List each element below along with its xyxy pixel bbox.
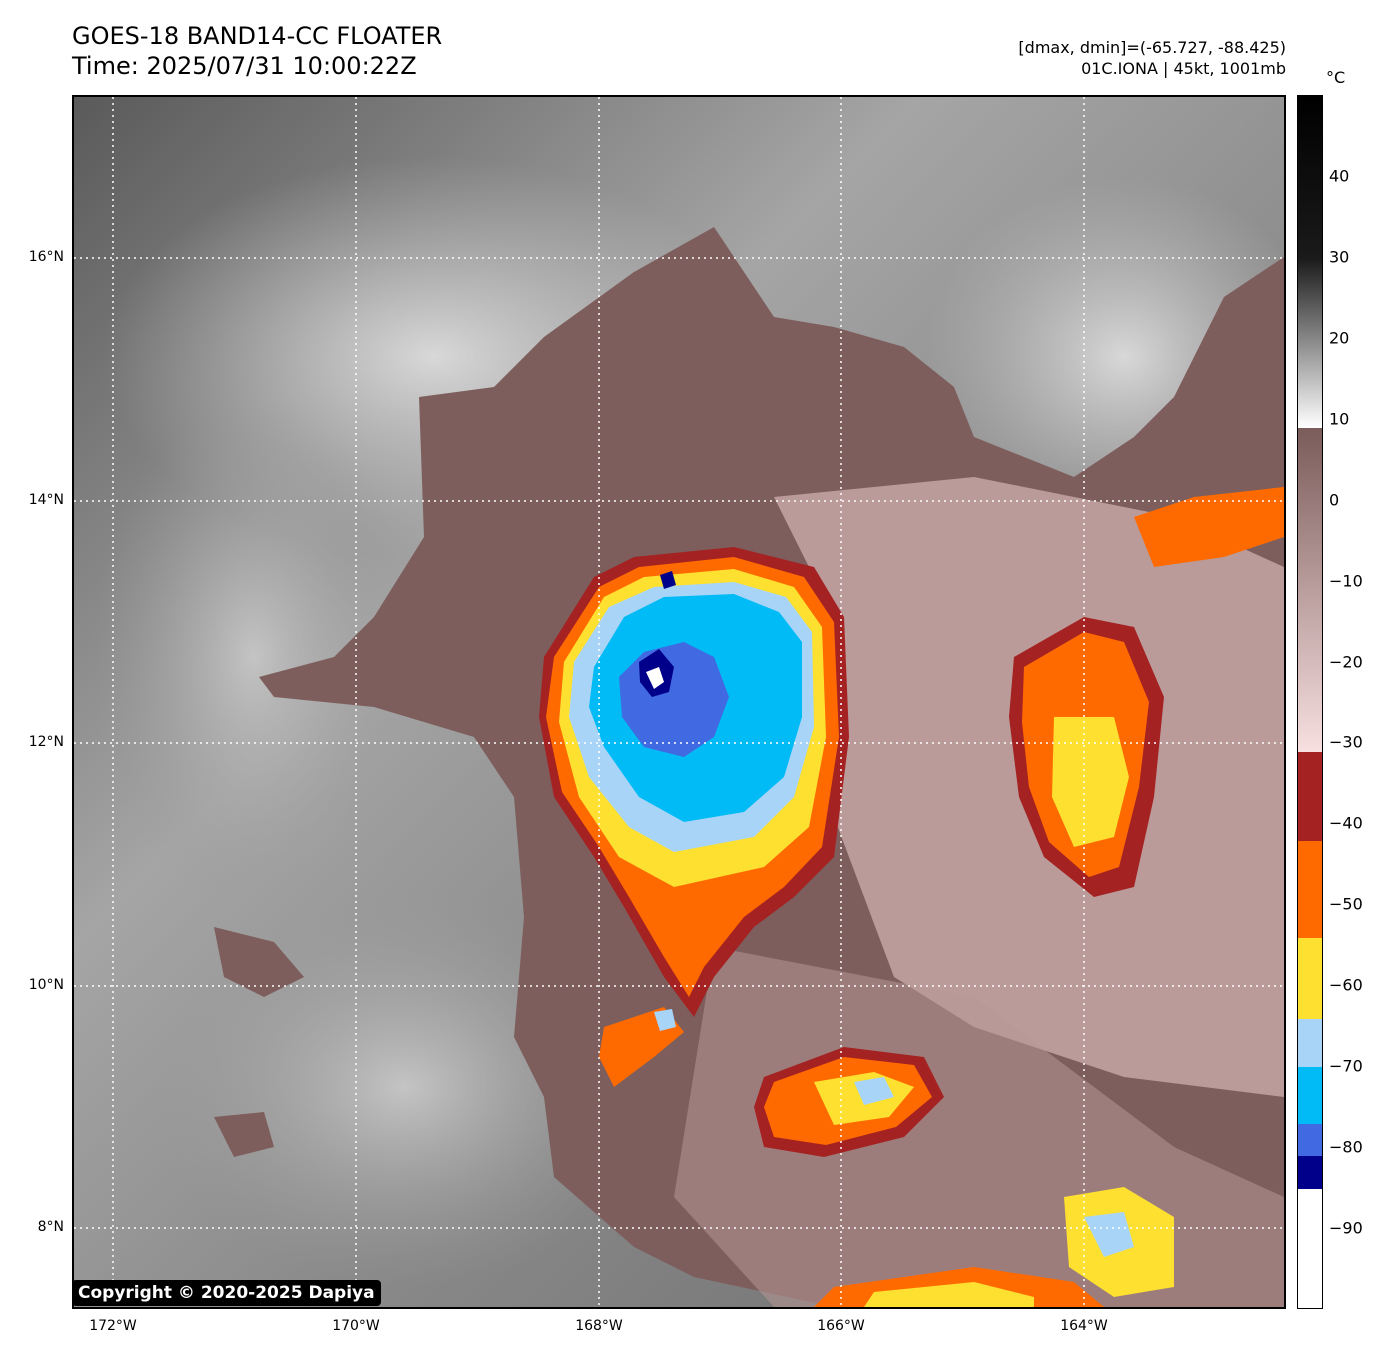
colorbar-band	[1298, 840, 1322, 939]
lon-label-166w: 166°W	[817, 1318, 865, 1334]
colorbar-tick-label: 0	[1329, 490, 1340, 510]
colorbar-band	[1298, 427, 1322, 753]
colorbar-tick-label: 30	[1329, 247, 1350, 267]
colorbar-band	[1298, 937, 1322, 1020]
colorbar-tick-label: 20	[1329, 328, 1350, 348]
lon-label-172w: 172°W	[89, 1318, 137, 1334]
lat-label-12n: 12°N	[28, 734, 64, 750]
lon-label-170w: 170°W	[332, 1318, 380, 1334]
colorbar-tick-label: −40	[1329, 813, 1363, 833]
colorbar-tick-label: −50	[1329, 894, 1363, 914]
colorbar-tick-label: −70	[1329, 1056, 1363, 1076]
lon-label-164w: 164°W	[1060, 1318, 1108, 1334]
colorbar-tick-label: −60	[1329, 975, 1363, 995]
copyright-label: Copyright © 2020-2025 Dapiya	[72, 1280, 381, 1306]
satellite-map[interactable]	[72, 95, 1286, 1309]
lat-label-10n: 10°N	[28, 977, 64, 993]
colorbar-tick-label: 10	[1329, 409, 1350, 429]
colorbar-band	[1298, 96, 1322, 259]
colorbar-band	[1298, 751, 1322, 842]
colorbar-band	[1298, 257, 1322, 429]
colorbar-band	[1298, 1156, 1322, 1190]
colorbar-tick-label: −90	[1329, 1218, 1363, 1238]
colorbar-tick-label: −80	[1329, 1137, 1363, 1157]
colorbar-tick-label: −20	[1329, 652, 1363, 672]
satellite-imagery	[74, 97, 1284, 1307]
colorbar-tick-label: −30	[1329, 732, 1363, 752]
map-title: GOES-18 BAND14-CC FLOATER	[72, 22, 443, 50]
data-range-label: [dmax, dmin]=(-65.727, -88.425)	[1018, 38, 1286, 57]
colorbar-unit: °C	[1326, 68, 1346, 87]
colorbar-tick-label: 40	[1329, 166, 1350, 186]
colorbar-band	[1298, 1018, 1322, 1068]
lat-label-16n: 16°N	[28, 249, 64, 265]
colorbar-tick-label: −10	[1329, 571, 1363, 591]
lat-label-14n: 14°N	[28, 492, 64, 508]
lat-label-8n: 8°N	[37, 1219, 64, 1235]
colorbar-band	[1298, 1067, 1322, 1125]
graticule	[74, 97, 1284, 1307]
map-timestamp: Time: 2025/07/31 10:00:22Z	[72, 52, 417, 80]
colorbar-band	[1298, 1123, 1322, 1157]
storm-info-label: 01C.IONA | 45kt, 1001mb	[1081, 59, 1286, 78]
colorbar-band	[1298, 1188, 1322, 1308]
colorbar	[1297, 95, 1323, 1309]
lon-label-168w: 168°W	[575, 1318, 623, 1334]
